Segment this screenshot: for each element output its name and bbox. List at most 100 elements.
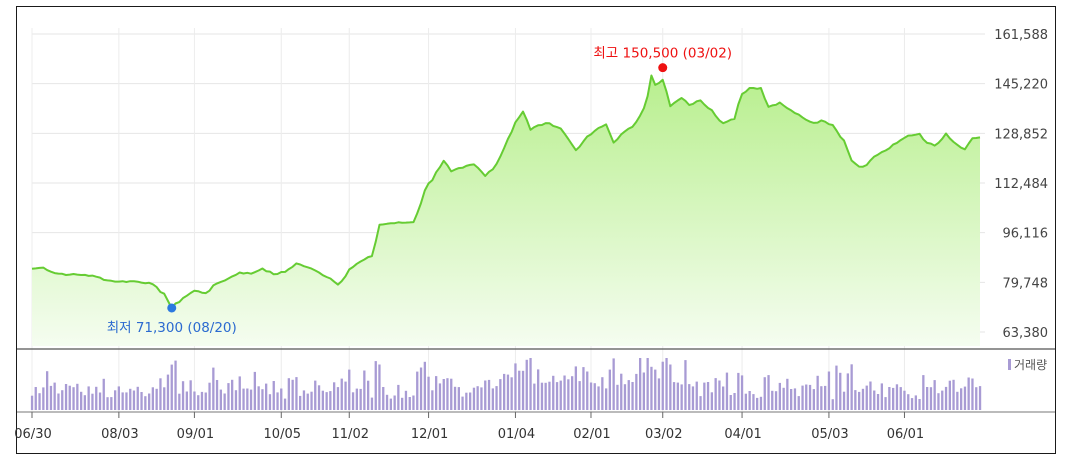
volume-bar [95, 386, 98, 410]
volume-bar [491, 388, 494, 410]
volume-bar [72, 387, 75, 410]
volume-bar [793, 388, 797, 410]
volume-bar [971, 378, 974, 410]
volume-bar [858, 391, 861, 410]
volume-bar [608, 369, 611, 410]
volume-bar [639, 358, 642, 410]
volume-bar [544, 382, 547, 410]
volume-bar [933, 380, 936, 410]
volume-bar [586, 371, 589, 410]
volume-bar [733, 393, 736, 410]
volume-bar [227, 383, 230, 410]
x-tick-label: 12/01 [411, 427, 448, 442]
volume-bar [676, 382, 679, 410]
volume-legend-swatch [1008, 359, 1011, 370]
volume-bar [257, 386, 260, 410]
volume-bar [718, 380, 721, 410]
x-tick-label: 06/30 [14, 427, 51, 442]
volume-bar [699, 396, 702, 410]
volume-bar [325, 392, 328, 410]
high-label: 최고 150,500 (03/02) [593, 46, 732, 62]
volume-bar [944, 386, 948, 410]
x-tick-label: 05/03 [811, 427, 848, 442]
volume-bar [892, 387, 895, 410]
volume-bar [842, 391, 846, 410]
volume-bar [469, 392, 472, 410]
volume-bar [159, 378, 162, 410]
volume-bar [106, 397, 109, 410]
volume-bar [246, 388, 249, 410]
volume-bar [136, 386, 139, 410]
volume-bar [880, 383, 883, 410]
x-axis-ticks: 06/30 08/03 09/01 10/05 11/02 12/01 01/04 02/01… [14, 412, 924, 442]
volume-bar [672, 382, 676, 410]
volume-bar [661, 361, 664, 410]
volume-bar [722, 386, 725, 410]
volume-bar [601, 377, 604, 410]
volume-bar [306, 393, 309, 410]
volume-bar [763, 377, 766, 410]
volume-bar [589, 382, 593, 410]
price-line [31, 74, 981, 309]
volume-bar [593, 383, 596, 410]
volume-bar [861, 388, 865, 410]
volume-bar [756, 397, 759, 410]
volume-bar [80, 391, 83, 410]
volume-bar [850, 364, 853, 410]
volume-bar [314, 380, 317, 410]
volume-bar [922, 375, 925, 410]
volume-bar [620, 373, 623, 410]
volume-bar [374, 361, 377, 410]
volume-bar [941, 390, 944, 410]
volume-bar [408, 397, 411, 410]
volume-bar [597, 386, 600, 410]
volume-bar [242, 388, 245, 410]
volume-bar [385, 394, 389, 410]
y-tick-label: 145,220 [994, 78, 1048, 93]
volume-bar [555, 382, 559, 410]
volume-bar [144, 396, 147, 410]
volume-bar [967, 377, 970, 410]
volume-bar [317, 385, 321, 410]
volume-bar [714, 378, 717, 410]
volume-bar [476, 386, 479, 410]
volume-bar [956, 391, 959, 410]
volume-bar [140, 392, 143, 410]
low-point [167, 303, 177, 313]
volume-bar [170, 364, 173, 410]
volume-bar [208, 382, 211, 410]
volume-bar [510, 377, 513, 410]
low-marker: 최저 71,300 (08/20) [107, 303, 237, 336]
volume-bar [835, 365, 838, 410]
volume-bar [185, 391, 188, 410]
volume-bar [518, 370, 521, 410]
volume-bar [204, 392, 207, 410]
volume-bar [333, 382, 336, 410]
volume-bar [49, 385, 53, 410]
volume-bar [355, 388, 358, 410]
volume-bar [650, 366, 653, 410]
volume-bar [351, 392, 355, 410]
volume-bar [401, 397, 404, 410]
volume-bar [782, 387, 785, 410]
volume-bar [212, 367, 215, 410]
volume-bar [117, 386, 120, 410]
volume-bar [61, 390, 64, 410]
x-tick-label: 09/01 [177, 427, 214, 442]
volume-bar [155, 388, 158, 410]
volume-bar [336, 387, 340, 410]
volume-bar [903, 390, 906, 410]
volume-bar [514, 363, 517, 410]
volume-bar [748, 391, 751, 410]
x-tick-label: 03/02 [645, 427, 682, 442]
volume-bar [382, 387, 385, 410]
volume-bar [623, 384, 627, 410]
volume-bar [952, 379, 955, 410]
volume-bar [412, 395, 415, 410]
volume-bar [91, 393, 94, 410]
volume-bar [525, 359, 528, 410]
y-tick-label: 128,852 [994, 127, 1048, 142]
volume-bar [669, 364, 672, 410]
volume-bar [571, 376, 574, 410]
volume-bar [423, 361, 426, 410]
